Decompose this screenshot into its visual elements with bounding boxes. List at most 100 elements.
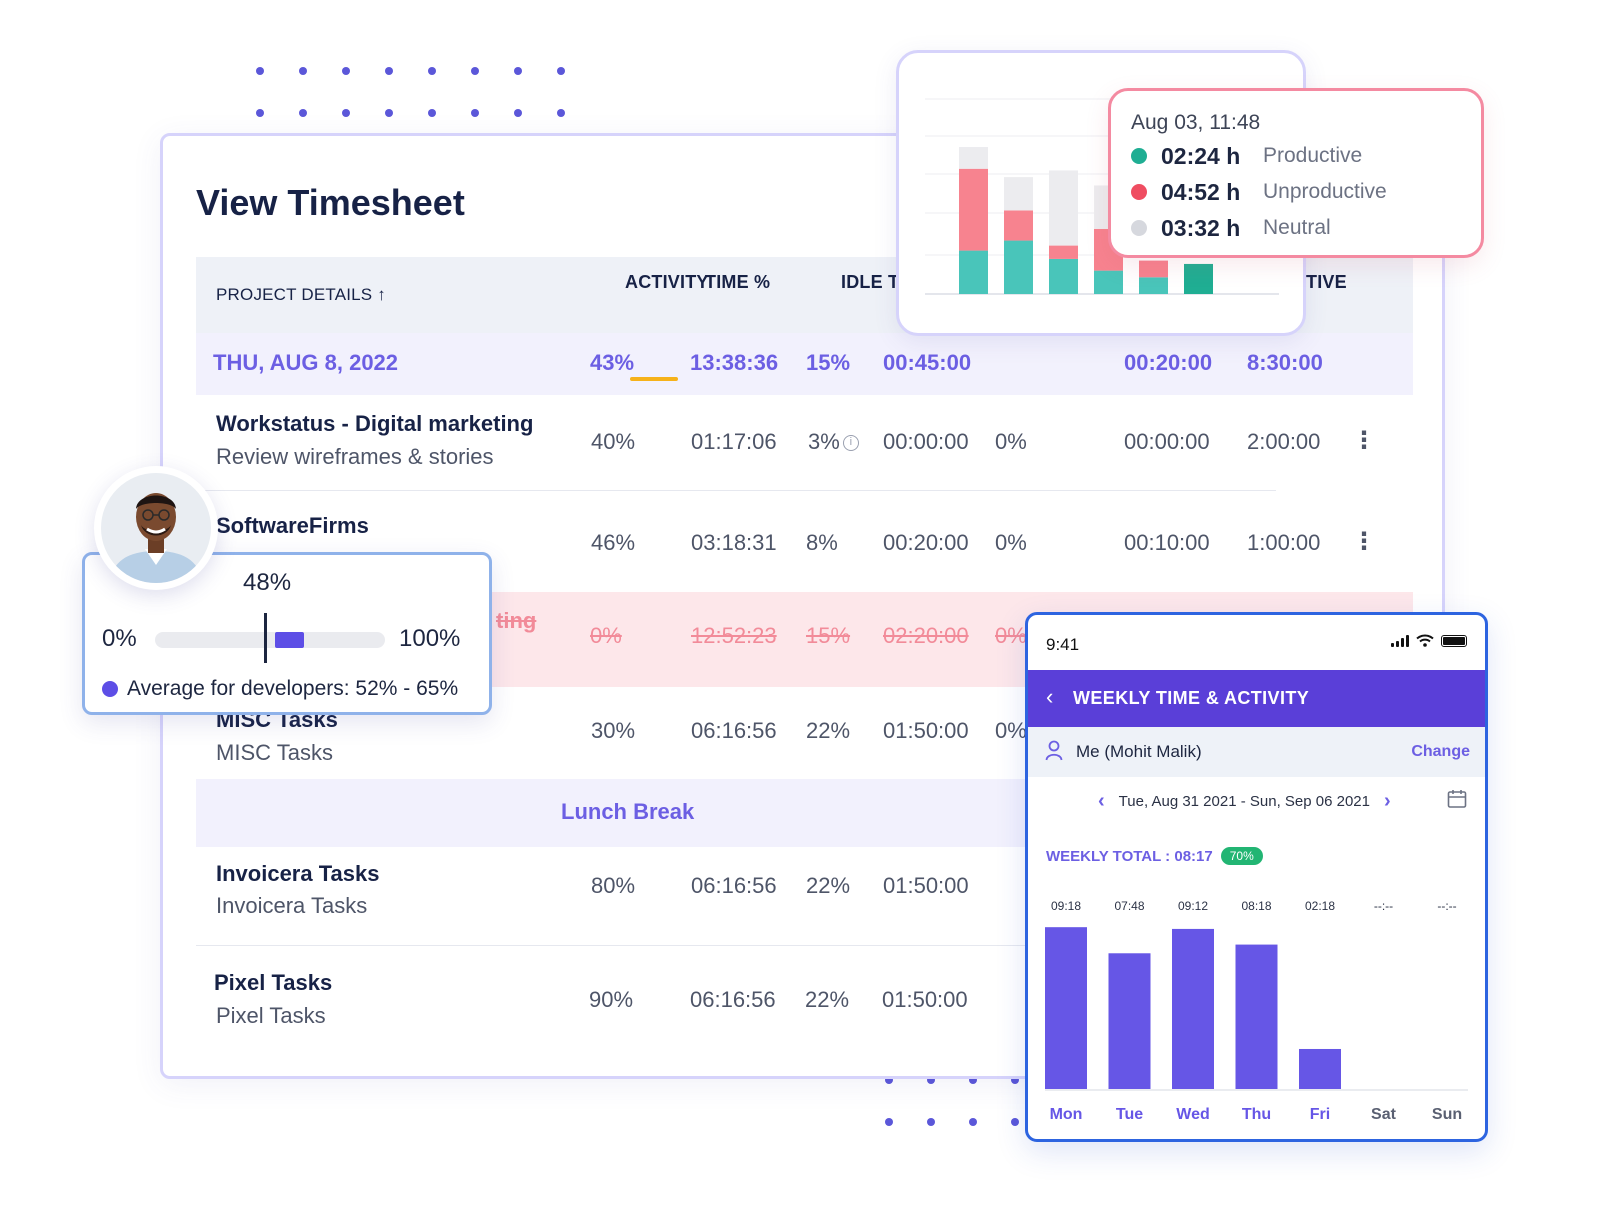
more-options-icon[interactable]: ⋮: [1352, 427, 1376, 454]
column-time-pct[interactable]: TIME %: [705, 272, 771, 292]
date-col7: 00:20:00: [1124, 350, 1213, 375]
bar-unproductive-0[interactable]: [959, 168, 988, 251]
data-label-sat: --:--: [1374, 899, 1393, 913]
row-idle-time: 01:50:00: [882, 987, 968, 1012]
tick-label-sat: Sat: [1371, 1106, 1397, 1123]
score-max: 100%: [399, 625, 461, 652]
row-activity: 46%: [591, 530, 636, 555]
row-divider: [196, 490, 1276, 491]
table-row[interactable]: SoftwareFirms 46% 03:18:31 8% 00:20:00 0…: [196, 496, 1413, 592]
row-time: 06:16:56: [690, 987, 776, 1012]
row-time: 06:16:56: [691, 873, 777, 898]
date-range-nav: ‹ Tue, Aug 31 2021 - Sun, Sep 06 2021 ›: [1098, 790, 1391, 813]
more-options-icon[interactable]: ⋮: [1352, 528, 1376, 555]
bar-wed[interactable]: [1172, 928, 1214, 1089]
data-label-mon: 09:18: [1051, 899, 1081, 913]
tick-label-thu: Thu: [1242, 1106, 1271, 1123]
bar-neutral-2[interactable]: [1049, 170, 1078, 246]
row-idle-pct: 15%: [806, 623, 851, 648]
status-time: 9:41: [1046, 635, 1080, 654]
score-track: [155, 632, 385, 648]
signal-icon: [1391, 634, 1409, 647]
date-summary-row: THU, AUG 8, 2022 43% 13:38:36 15% 00:45:…: [196, 333, 1413, 395]
next-week-icon[interactable]: ›: [1383, 790, 1391, 812]
row-idle-pct: 8%: [806, 530, 838, 555]
column-project-details[interactable]: PROJECT DETAILS ↑: [216, 285, 386, 304]
row-project-name: Invoicera Tasks: [216, 861, 380, 886]
unproductive-dot-icon: [1131, 184, 1147, 200]
bar-unproductive-2[interactable]: [1049, 245, 1078, 259]
bar-unproductive-1[interactable]: [1004, 210, 1033, 241]
bar-productive-0[interactable]: [959, 250, 988, 294]
row-activity: 40%: [591, 429, 636, 454]
bar-productive-5[interactable]: [1184, 263, 1213, 294]
row-activity: 30%: [591, 718, 636, 743]
column-activity[interactable]: ACTIVITY: [625, 272, 709, 292]
bar-neutral-1[interactable]: [1004, 177, 1033, 211]
bar-mon[interactable]: [1045, 927, 1087, 1089]
data-label-sun: --:--: [1437, 899, 1456, 913]
tooltip-datetime: Aug 03, 11:48: [1131, 111, 1261, 134]
tick-label-wed: Wed: [1176, 1106, 1209, 1123]
weekly-total: WEEKLY TOTAL : 08:17 70%: [1046, 847, 1263, 865]
avatar-photo-icon: [101, 473, 211, 583]
calendar-icon[interactable]: [1447, 789, 1467, 809]
data-label-fri: 02:18: [1305, 899, 1335, 913]
row-activity: 80%: [591, 873, 636, 898]
decorative-dots-top: [256, 67, 565, 117]
row-col7: 00:00:00: [1124, 429, 1210, 454]
row-activity: 0%: [590, 623, 622, 648]
lunch-break-label: Lunch Break: [561, 799, 695, 824]
weekly-bar-chart: 09:18 Mon 07:48 Tue 09:12 Wed 08:18 Thu 02:18 Fri…: [1045, 899, 1468, 1123]
bar-productive-1[interactable]: [1004, 240, 1033, 294]
status-icons: [1391, 634, 1467, 647]
row-project-name: Workstatus - Digital marketing: [216, 411, 534, 436]
row-idle-time: 02:20:00: [883, 623, 969, 648]
row-project-name: SoftwareFirms: [216, 513, 369, 538]
data-label-tue: 07:48: [1114, 899, 1144, 913]
date-idle-time: 00:45:00: [883, 350, 972, 375]
bar-unproductive-4[interactable]: [1139, 260, 1168, 278]
row-pct2: 0%: [995, 530, 1027, 555]
chart-tooltip: Aug 03, 11:48 02:24 h Productive 04:52 h…: [1108, 88, 1484, 258]
table-row[interactable]: Pixel Tasks Pixel Tasks 90% 06:16:56 22%…: [196, 946, 1413, 1056]
back-icon[interactable]: ‹: [1046, 684, 1054, 709]
tick-label-mon: Mon: [1050, 1106, 1083, 1123]
info-icon[interactable]: i: [842, 435, 859, 452]
date-col8: 8:30:00: [1247, 350, 1323, 375]
bar-productive-3[interactable]: [1094, 270, 1123, 294]
date-label: THU, AUG 8, 2022: [213, 350, 399, 375]
row-project-name: Pixel Tasks: [214, 970, 333, 995]
bar-thu[interactable]: [1235, 944, 1278, 1089]
row-idle-pct: 22%: [806, 718, 851, 743]
row-idle-time: 01:50:00: [883, 873, 969, 898]
row-pct2: 0%: [995, 429, 1027, 454]
row-activity: 90%: [589, 987, 634, 1012]
date-range-label: Tue, Aug 31 2021 - Sun, Sep 06 2021: [1118, 793, 1370, 810]
column-idle-time[interactable]: IDLE T: [841, 272, 900, 292]
bar-fri[interactable]: [1299, 1048, 1341, 1089]
user-icon: [1045, 740, 1063, 761]
tooltip-unproductive: 04:52 h Unproductive: [1131, 177, 1387, 207]
row-idle-pct: 3% i: [808, 429, 859, 455]
row-idle-pct: 22%: [806, 873, 851, 898]
bar-neutral-0[interactable]: [959, 147, 988, 169]
change-user-button[interactable]: Change: [1411, 743, 1470, 760]
row-task-name: MISC Tasks: [216, 740, 333, 765]
data-label-wed: 09:12: [1178, 899, 1208, 913]
mobile-weekly-screen: 9:41 ‹ WEEKLY TIME & ACTIVITY Me (Mohit …: [1025, 612, 1488, 1142]
column-productive[interactable]: TIVE: [1306, 272, 1347, 292]
previous-week-icon[interactable]: ‹: [1098, 790, 1105, 812]
average-range-fill: [274, 632, 305, 648]
row-col8: 2:00:00: [1247, 429, 1321, 454]
stacked-bar-chart: [925, 98, 1279, 295]
table-row[interactable]: Invoicera Tasks Invoicera Tasks 80% 06:1…: [196, 847, 1413, 945]
score-marker: [264, 613, 268, 663]
bar-productive-4[interactable]: [1139, 277, 1168, 294]
average-legend: Average for developers: 52% - 65%: [102, 677, 458, 701]
tick-label-fri: Fri: [1310, 1106, 1330, 1123]
row-time: 03:18:31: [691, 530, 777, 555]
bar-tue[interactable]: [1108, 953, 1151, 1089]
table-row[interactable]: Workstatus - Digital marketing Review wi…: [196, 395, 1413, 495]
bar-productive-2[interactable]: [1049, 258, 1078, 294]
